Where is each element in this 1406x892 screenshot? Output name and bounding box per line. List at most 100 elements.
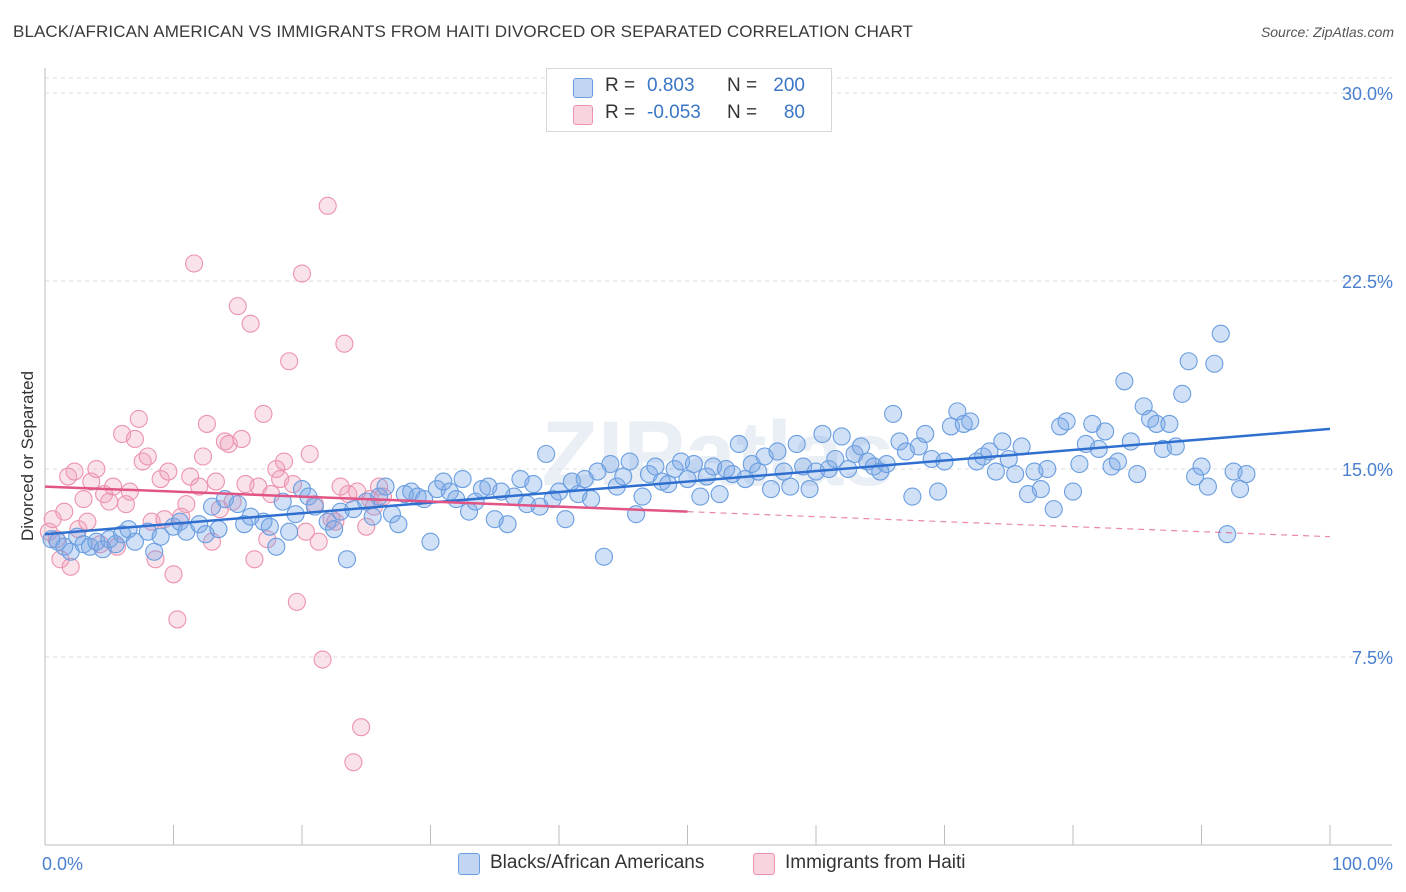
data-point	[1147, 414, 1166, 433]
data-point	[280, 352, 299, 371]
data-point	[710, 485, 729, 504]
y-tick-label: 15.0%	[1342, 460, 1393, 480]
data-point	[1205, 354, 1224, 373]
data-point	[335, 334, 354, 353]
data-point	[633, 487, 652, 506]
data-point	[164, 565, 183, 584]
data-point	[78, 512, 97, 531]
data-point	[280, 522, 299, 541]
data-point	[537, 444, 556, 464]
data-point	[768, 442, 787, 461]
data-point	[344, 753, 363, 772]
data-point	[929, 482, 948, 501]
legend-swatch-blue	[573, 78, 593, 98]
data-point	[185, 254, 204, 273]
legend-swatch-pink	[753, 853, 775, 875]
data-point	[1160, 414, 1179, 433]
data-point	[884, 404, 903, 423]
data-point	[245, 550, 264, 569]
data-point	[601, 454, 620, 474]
data-point	[260, 517, 279, 536]
data-point	[1096, 422, 1115, 441]
data-point	[389, 515, 408, 534]
data-point	[151, 470, 170, 489]
data-point	[1031, 480, 1050, 499]
data-point	[1121, 432, 1140, 451]
data-point	[851, 437, 871, 456]
legend-r-label: R =	[605, 75, 636, 96]
data-point	[787, 434, 806, 454]
data-point	[267, 537, 286, 556]
data-point	[1012, 437, 1031, 456]
data-point	[197, 414, 216, 433]
data-point	[228, 297, 247, 316]
data-point	[1173, 384, 1192, 403]
data-point	[129, 409, 148, 428]
data-point	[999, 449, 1018, 469]
y-tick-label: 7.5%	[1352, 648, 1393, 668]
data-point	[206, 472, 225, 491]
data-point	[961, 412, 980, 431]
chart-title: BLACK/AFRICAN AMERICAN VS IMMIGRANTS FRO…	[13, 22, 914, 41]
data-point	[274, 452, 294, 471]
data-point	[313, 650, 332, 669]
legend-row-pink: R = -0.053 N = 80	[547, 101, 831, 127]
source-label: Source: ZipAtlas.com	[1260, 24, 1394, 40]
data-point	[421, 532, 440, 551]
data-point	[228, 495, 247, 514]
data-point	[729, 434, 748, 454]
data-point	[781, 477, 800, 496]
data-point	[151, 527, 170, 546]
legend-n-value: 200	[773, 75, 805, 96]
data-point	[74, 490, 93, 509]
legend-row-blue: R = 0.803 N = 200	[547, 74, 831, 100]
data-point	[620, 452, 639, 471]
data-point	[832, 427, 851, 446]
data-point	[646, 457, 665, 476]
data-point	[826, 449, 845, 469]
data-point	[691, 487, 710, 506]
data-point	[357, 517, 376, 536]
data-point	[1070, 454, 1089, 474]
data-point	[254, 404, 273, 423]
trend-line-pink	[44, 485, 688, 513]
data-point	[903, 487, 922, 506]
data-point	[65, 462, 84, 481]
legend-n-label: N =	[727, 75, 758, 96]
data-point	[582, 490, 601, 509]
data-point	[61, 557, 80, 576]
data-point	[87, 459, 106, 479]
data-point	[326, 512, 345, 531]
data-point	[594, 547, 614, 566]
data-point	[283, 475, 303, 494]
data-point	[761, 480, 781, 499]
y-tick-label: 30.0%	[1342, 84, 1393, 104]
data-point	[1237, 464, 1256, 484]
data-point	[1115, 372, 1134, 391]
data-point	[181, 467, 200, 486]
data-point	[498, 515, 517, 534]
data-point	[138, 447, 157, 466]
data-point	[1006, 464, 1025, 484]
data-point	[331, 477, 350, 496]
data-point	[1198, 477, 1217, 496]
data-point	[916, 424, 935, 443]
data-point	[287, 592, 306, 611]
data-point	[190, 515, 209, 534]
legend-label: Blacks/African Americans	[490, 852, 705, 873]
data-point	[133, 452, 152, 471]
data-point	[125, 532, 144, 551]
data-point	[556, 510, 575, 529]
data-point	[1044, 500, 1063, 519]
y-tick-label: 22.5%	[1342, 272, 1393, 292]
data-point	[145, 542, 164, 561]
legend-swatch-blue	[458, 853, 480, 875]
data-point	[1211, 324, 1230, 343]
data-point	[370, 477, 389, 496]
data-point	[318, 196, 337, 215]
data-point	[678, 470, 697, 489]
data-point	[524, 475, 543, 494]
data-point	[363, 507, 382, 526]
data-point	[146, 550, 165, 569]
